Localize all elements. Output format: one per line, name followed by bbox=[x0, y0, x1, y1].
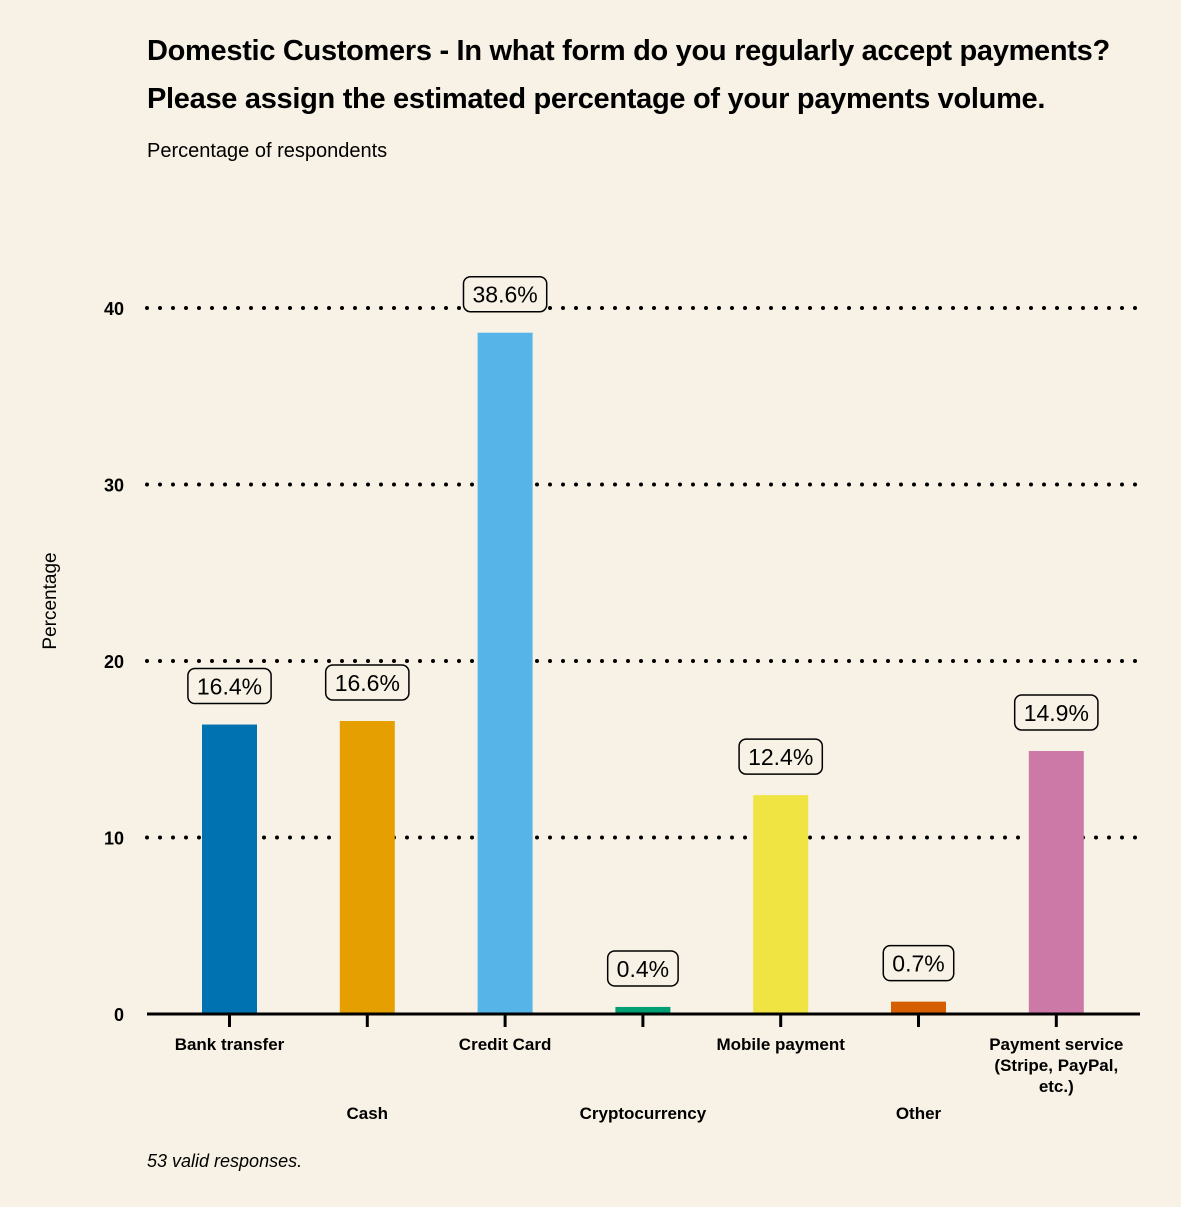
x-tick-label-line: Cash bbox=[347, 1104, 389, 1123]
x-tick-label-line: Payment service bbox=[989, 1035, 1123, 1054]
x-tick-label-line: Credit Card bbox=[459, 1035, 552, 1054]
y-tick-label: 30 bbox=[104, 476, 124, 496]
data-label-text: 16.6% bbox=[335, 670, 400, 696]
data-label: 16.4% bbox=[187, 667, 272, 705]
bar bbox=[891, 1001, 946, 1014]
bar bbox=[477, 332, 533, 1015]
data-label: 0.4% bbox=[606, 950, 679, 987]
data-label-box bbox=[324, 664, 410, 701]
data-labels: 16.4% 16.6% 38.6% 0.4% 12.4% 0.7% 14.9% bbox=[187, 275, 1099, 987]
x-tick-label-line: Mobile payment bbox=[716, 1035, 845, 1054]
data-label-text: 0.4% bbox=[617, 956, 669, 982]
data-label-box bbox=[882, 944, 955, 982]
bar bbox=[202, 724, 257, 1014]
x-tick-label: Cash bbox=[347, 1104, 389, 1123]
x-tick-label-line: Bank transfer bbox=[175, 1035, 285, 1054]
data-label-text: 12.4% bbox=[748, 744, 813, 770]
x-tick-label-line: etc.) bbox=[1039, 1077, 1074, 1096]
data-label-text: 0.7% bbox=[892, 951, 944, 977]
chart-subtitle: Percentage of respondents bbox=[147, 140, 388, 162]
data-label: 16.6% bbox=[324, 664, 410, 701]
bar bbox=[339, 721, 395, 1014]
chart-title: Domestic Customers - In what form do you… bbox=[147, 35, 1110, 67]
y-axis-ticks: 0 10 20 30 40 bbox=[104, 299, 124, 1025]
data-label-text: 38.6% bbox=[472, 282, 537, 308]
y-tick-label: 0 bbox=[114, 1005, 124, 1025]
y-tick-label: 20 bbox=[104, 652, 124, 672]
bar bbox=[753, 795, 809, 1014]
data-label: 14.9% bbox=[1013, 694, 1099, 731]
x-axis-ticks: Bank transfer Cash Credit Card Cryptocurren… bbox=[175, 1014, 1123, 1123]
x-tick-label-line: Cryptocurrency bbox=[580, 1104, 707, 1123]
data-label-box bbox=[1013, 694, 1099, 731]
footnote: 53 valid responses. bbox=[147, 1151, 303, 1171]
y-tick-label: 40 bbox=[104, 299, 124, 319]
data-label-box bbox=[738, 738, 824, 775]
bar bbox=[615, 1006, 671, 1014]
data-label-box bbox=[187, 667, 272, 705]
x-tick-label: Mobile payment bbox=[716, 1035, 845, 1054]
grid-lines bbox=[145, 306, 1142, 840]
data-label: 0.7% bbox=[882, 944, 955, 982]
x-tick-label: Cryptocurrency bbox=[580, 1104, 707, 1123]
bars bbox=[202, 332, 1084, 1015]
data-label-text: 14.9% bbox=[1024, 700, 1089, 726]
data-label-box bbox=[606, 950, 679, 987]
data-label: 38.6% bbox=[462, 275, 548, 313]
y-axis-label: Percentage bbox=[40, 552, 61, 649]
x-tick-label: Credit Card bbox=[459, 1035, 552, 1054]
chart-title-line-2: Please assign the estimated percentage o… bbox=[147, 83, 1046, 115]
x-tick-label-line: Other bbox=[896, 1104, 942, 1123]
x-tick-label-line: (Stripe, PayPal, bbox=[994, 1056, 1118, 1075]
data-label: 12.4% bbox=[738, 738, 824, 775]
y-tick-label: 10 bbox=[104, 829, 124, 849]
bar bbox=[1028, 751, 1084, 1014]
x-tick-label: Payment service (Stripe, PayPal, etc.) bbox=[989, 1035, 1123, 1096]
data-label-box bbox=[462, 275, 548, 313]
x-tick-label: Other bbox=[896, 1104, 942, 1123]
x-tick-label: Bank transfer bbox=[175, 1035, 285, 1054]
data-label-text: 16.4% bbox=[197, 674, 262, 700]
